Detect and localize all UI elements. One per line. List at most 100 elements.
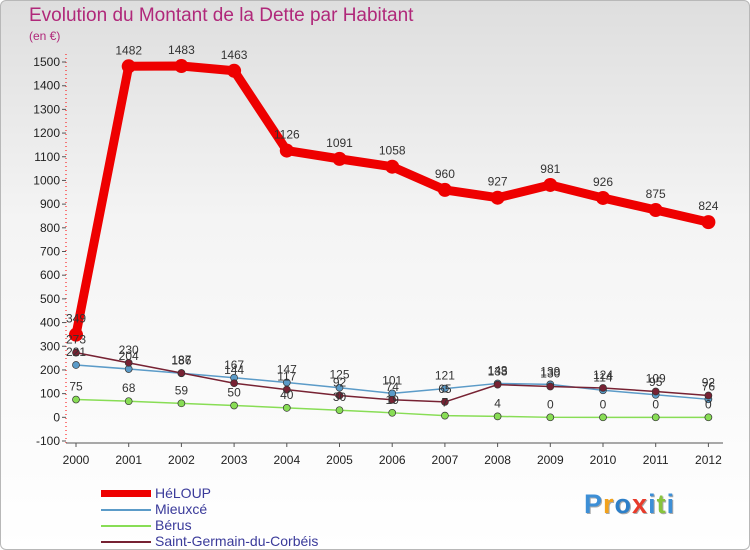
data-label-saint-germain-du-corbeis: 124 (593, 368, 613, 382)
logo-letter: o (614, 489, 633, 519)
data-point-berus (704, 413, 713, 422)
data-point-heloup (385, 159, 400, 174)
data-label-berus: 0 (652, 397, 659, 411)
data-label-saint-germain-du-corbeis: 65 (438, 382, 452, 396)
x-tick-label: 2006 (379, 453, 406, 467)
data-label-saint-germain-du-corbeis: 74 (386, 380, 400, 394)
data-point-saint-germain-du-corbeis (230, 379, 238, 388)
x-tick-label: 2000 (63, 453, 90, 467)
data-label-mieuxce: 76 (702, 379, 716, 393)
y-tick-label: 500 (40, 292, 60, 306)
data-label-heloup: 349 (66, 312, 86, 326)
data-label-berus: 30 (333, 390, 347, 404)
data-point-mieuxce (72, 361, 80, 369)
legend-label-saint-germain-du-corbeis: Saint-Germain-du-Corbéis (155, 533, 319, 549)
data-point-heloup (596, 190, 610, 205)
data-label-mieuxce: 101 (382, 373, 402, 387)
data-label-heloup: 981 (540, 162, 560, 176)
data-point-berus (124, 397, 133, 406)
data-label-berus: 68 (122, 381, 136, 395)
data-point-mieuxce (441, 384, 449, 393)
data-label-heloup: 1463 (221, 48, 248, 62)
y-tick-label: 1100 (34, 150, 60, 164)
data-label-heloup: 1058 (379, 144, 406, 158)
data-label-berus: 75 (69, 380, 83, 394)
data-point-heloup (701, 215, 716, 230)
data-label-saint-germain-du-corbeis: 230 (119, 343, 139, 357)
x-tick-label: 2007 (432, 453, 459, 467)
proxiti-logo: Proxiti (584, 489, 675, 520)
data-label-heloup: 960 (435, 167, 455, 181)
data-label-heloup: 926 (593, 175, 613, 189)
data-point-heloup (227, 63, 242, 78)
data-label-mieuxce: 125 (329, 368, 349, 382)
y-tick-label: 100 (40, 387, 60, 401)
data-label-heloup: 824 (698, 199, 718, 213)
data-point-berus (72, 395, 80, 404)
data-label-mieuxce: 186 (171, 353, 191, 367)
data-point-saint-germain-du-corbeis (704, 391, 713, 400)
data-label-saint-germain-du-corbeis: 92 (333, 376, 347, 390)
data-point-saint-germain-du-corbeis (335, 391, 344, 400)
y-tick-label: 0 (53, 410, 60, 424)
y-tick-label: 1300 (33, 102, 60, 116)
data-point-saint-germain-du-corbeis (177, 369, 186, 377)
data-point-saint-germain-du-corbeis (651, 387, 660, 396)
data-label-berus: 0 (705, 397, 712, 411)
data-label-saint-germain-du-corbeis: 187 (171, 353, 191, 367)
data-label-mieuxce: 221 (66, 345, 86, 359)
data-label-saint-germain-du-corbeis: 130 (540, 367, 560, 381)
series-lines (69, 59, 716, 422)
data-label-mieuxce: 95 (649, 375, 663, 389)
x-tick-label: 2012 (695, 453, 722, 467)
data-point-saint-germain-du-corbeis (599, 384, 607, 392)
data-label-berus: 0 (547, 397, 554, 411)
data-label-mieuxce: 114 (593, 370, 612, 384)
logo-letter: r (603, 489, 615, 519)
data-point-heloup (174, 59, 189, 74)
data-label-mieuxce: 167 (224, 358, 244, 372)
data-label-saint-germain-du-corbeis: 273 (66, 333, 86, 347)
data-point-saint-germain-du-corbeis (282, 385, 291, 394)
y-tick-label: 1400 (33, 79, 60, 93)
data-point-heloup (121, 59, 136, 74)
data-label-heloup: 1091 (326, 136, 353, 150)
data-point-saint-germain-du-corbeis (388, 395, 397, 404)
data-point-berus (546, 413, 555, 422)
data-label-mieuxce: 147 (277, 362, 297, 376)
x-tick-label: 2009 (537, 453, 564, 467)
y-tick-label: 900 (40, 197, 60, 211)
axes: -100010020030040050060070080090010001100… (33, 54, 723, 467)
data-point-berus (651, 413, 660, 422)
x-tick-label: 2005 (326, 453, 353, 467)
data-point-heloup (69, 327, 83, 342)
logo-letter: P (584, 489, 604, 519)
x-tick-label: 2003 (221, 453, 248, 467)
data-point-saint-germain-du-corbeis (493, 380, 502, 389)
data-label-heloup: 1482 (115, 43, 142, 57)
y-tick-label: 600 (40, 268, 60, 282)
data-label-heloup: 1126 (274, 128, 300, 142)
data-label-berus: 4 (494, 396, 501, 410)
data-label-berus: 7 (442, 396, 449, 410)
legend-label-mieuxce: Mieuxcé (155, 501, 208, 517)
data-label-mieuxce: 204 (119, 349, 139, 363)
data-point-mieuxce (335, 383, 344, 392)
x-tick-label: 2010 (590, 453, 617, 467)
data-label-saint-germain-du-corbeis: 117 (277, 370, 296, 384)
data-label-saint-germain-du-corbeis: 92 (702, 376, 716, 390)
logo-letter: t (656, 489, 667, 519)
data-point-saint-germain-du-corbeis (441, 398, 449, 406)
data-label-mieuxce: 143 (488, 363, 508, 377)
data-point-berus (230, 401, 238, 410)
y-tick-label: 200 (40, 363, 60, 377)
logo-letter: i (648, 489, 657, 519)
data-label-berus: 0 (600, 397, 607, 411)
data-label-berus: 40 (280, 388, 294, 402)
data-label-heloup: 1483 (168, 43, 195, 57)
y-tick-label: -100 (36, 434, 60, 448)
data-point-heloup (437, 182, 452, 197)
data-label-mieuxce: 139 (540, 364, 560, 378)
